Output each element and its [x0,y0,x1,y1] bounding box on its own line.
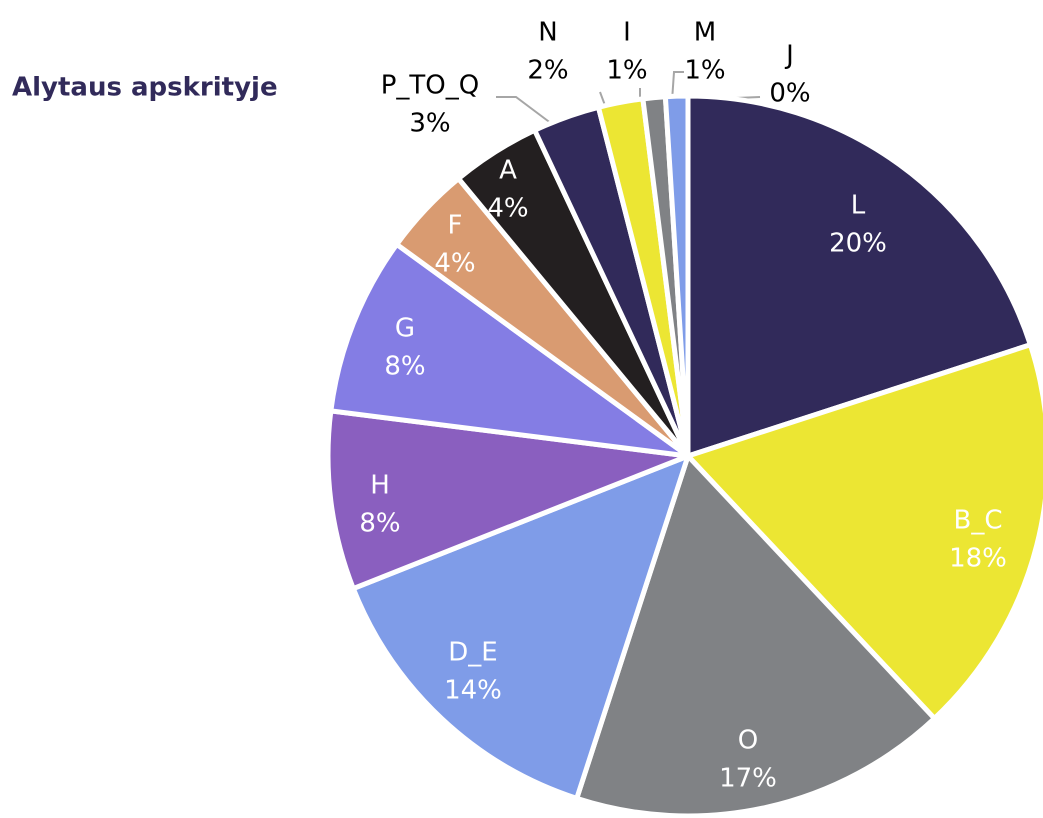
slice-label: B_C [954,506,1003,536]
pie-slice [685,93,1033,459]
slice-value-label: 1% [684,56,725,86]
slice-value-label: 17% [719,764,777,794]
pie [325,93,1043,818]
slice-label: O [738,726,758,756]
slice-value-label: 14% [444,676,502,706]
slice-label: M [694,18,716,48]
slice-label: A [499,156,517,186]
slice-label: G [395,314,415,344]
slice-label: F [448,211,463,241]
pie-slice [574,453,937,818]
slice-value-label: 8% [384,352,425,382]
slice-value-label: 3% [409,109,450,139]
slice-label: D_E [448,638,497,668]
pie-slice [325,408,691,592]
slice-value-label: 18% [949,544,1007,574]
slice-label: J [784,41,794,71]
slice-value-label: 1% [606,56,647,86]
slice-label: H [370,471,390,501]
leader-line [496,96,553,125]
pie-slice [685,342,1043,721]
slice-label: N [538,18,557,48]
slice-value-label: 2% [527,56,568,86]
slice-value-label: 4% [434,249,475,279]
slice-value-label: 4% [487,194,528,224]
slice-label: P_TO_Q [381,71,480,101]
slice-value-label: 8% [359,509,400,539]
pie-slice [328,241,691,459]
pie-slice [350,453,691,801]
slice-value-label: 20% [829,229,887,259]
slice-value-label: 0% [769,79,810,109]
leader-line [671,71,684,102]
chart-subtitle: Alytaus apskrityje [12,73,278,103]
slice-label: L [851,191,866,221]
slice-label: I [623,18,631,48]
